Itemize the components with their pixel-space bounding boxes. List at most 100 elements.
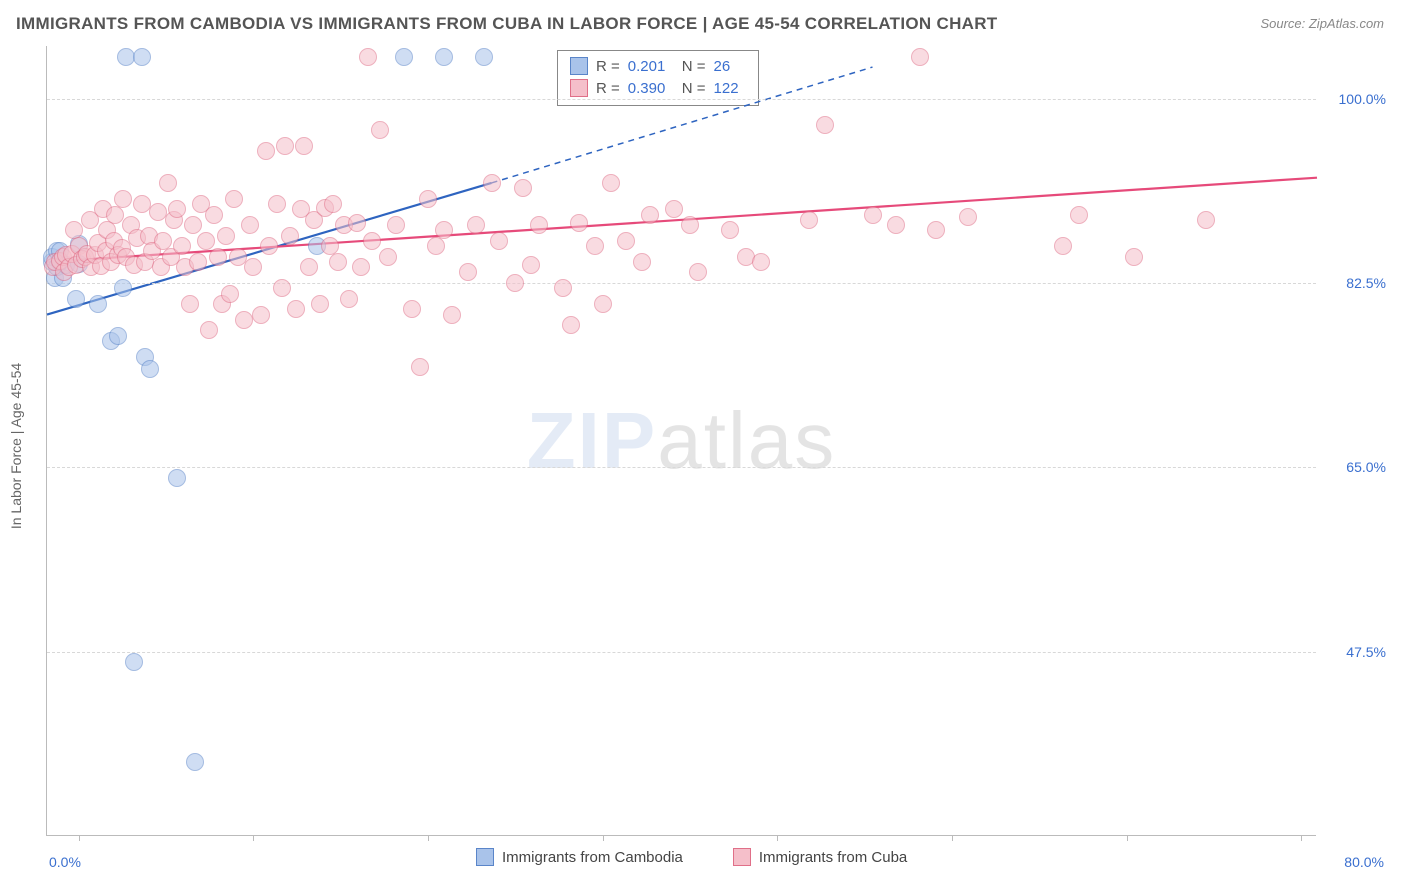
data-point-cuba — [300, 258, 318, 276]
data-point-cuba — [205, 206, 223, 224]
gridline — [47, 467, 1316, 468]
data-point-cuba — [483, 174, 501, 192]
xtick — [428, 835, 429, 841]
data-point-cuba — [229, 248, 247, 266]
legend-swatch-cuba — [733, 848, 751, 866]
data-point-cuba — [752, 253, 770, 271]
xtick — [952, 835, 953, 841]
data-point-cuba — [329, 253, 347, 271]
data-point-cuba — [617, 232, 635, 250]
data-point-cuba — [197, 232, 215, 250]
data-point-cuba — [257, 142, 275, 160]
data-point-cuba — [570, 214, 588, 232]
data-point-cuba — [554, 279, 572, 297]
data-point-cuba — [114, 190, 132, 208]
data-point-cuba — [911, 48, 929, 66]
data-point-cuba — [530, 216, 548, 234]
legend-swatch-cambodia — [570, 57, 588, 75]
data-point-cuba — [419, 190, 437, 208]
data-point-cuba — [200, 321, 218, 339]
data-point-cuba — [260, 237, 278, 255]
data-point-cambodia — [109, 327, 127, 345]
ytick-label: 82.5% — [1326, 275, 1386, 291]
data-point-cuba — [311, 295, 329, 313]
chart-title: IMMIGRANTS FROM CAMBODIA VS IMMIGRANTS F… — [16, 14, 998, 34]
data-point-cuba — [252, 306, 270, 324]
data-point-cuba — [221, 285, 239, 303]
xtick — [603, 835, 604, 841]
data-point-cuba — [1125, 248, 1143, 266]
data-point-cuba — [348, 214, 366, 232]
data-point-cuba — [209, 248, 227, 266]
legend-item-cambodia: Immigrants from Cambodia — [476, 848, 683, 866]
data-point-cuba — [387, 216, 405, 234]
data-point-cuba — [594, 295, 612, 313]
data-point-cuba — [244, 258, 262, 276]
watermark: ZIPatlas — [527, 395, 836, 487]
data-point-cuba — [443, 306, 461, 324]
xtick — [777, 835, 778, 841]
data-point-cuba — [273, 279, 291, 297]
plot-area: ZIPatlas R =0.201N =26R =0.390N =122 47.… — [46, 46, 1316, 836]
xtick — [1127, 835, 1128, 841]
data-point-cuba — [562, 316, 580, 334]
data-point-cuba — [490, 232, 508, 250]
data-point-cuba — [241, 216, 259, 234]
y-axis-label: In Labor Force | Age 45-54 — [8, 363, 24, 529]
data-point-cuba — [295, 137, 313, 155]
data-point-cambodia — [168, 469, 186, 487]
xtick-label-right: 80.0% — [1344, 854, 1384, 870]
data-point-cuba — [268, 195, 286, 213]
data-point-cuba — [189, 253, 207, 271]
data-point-cambodia — [125, 653, 143, 671]
data-point-cuba — [522, 256, 540, 274]
watermark-zip: ZIP — [527, 396, 657, 485]
data-point-cuba — [340, 290, 358, 308]
data-point-cuba — [467, 216, 485, 234]
legend-stats-row-cambodia: R = 0.201 N = 26 — [570, 55, 746, 77]
data-point-cuba — [633, 253, 651, 271]
data-point-cuba — [816, 116, 834, 134]
data-point-cuba — [225, 190, 243, 208]
data-point-cuba — [106, 206, 124, 224]
xtick — [253, 835, 254, 841]
data-point-cuba — [276, 137, 294, 155]
legend-swatch-cuba — [570, 79, 588, 97]
data-point-cuba — [159, 174, 177, 192]
data-point-cuba — [887, 216, 905, 234]
data-point-cambodia — [133, 48, 151, 66]
r-label: R = — [596, 80, 620, 97]
xtick-label-left: 0.0% — [49, 854, 81, 870]
data-point-cuba — [800, 211, 818, 229]
n-label: N = — [682, 58, 706, 75]
r-label: R = — [596, 58, 620, 75]
data-point-cambodia — [186, 753, 204, 771]
data-point-cuba — [411, 358, 429, 376]
legend-bottom: Immigrants from CambodiaImmigrants from … — [476, 848, 907, 866]
watermark-atlas: atlas — [657, 396, 836, 485]
data-point-cuba — [459, 263, 477, 281]
data-point-cuba — [681, 216, 699, 234]
data-point-cuba — [379, 248, 397, 266]
data-point-cuba — [427, 237, 445, 255]
ytick-label: 65.0% — [1326, 459, 1386, 475]
gridline — [47, 99, 1316, 100]
data-point-cuba — [514, 179, 532, 197]
data-point-cuba — [1070, 206, 1088, 224]
n-value: 26 — [714, 58, 746, 75]
xtick — [79, 835, 80, 841]
data-point-cuba — [168, 200, 186, 218]
data-point-cuba — [864, 206, 882, 224]
data-point-cuba — [1054, 237, 1072, 255]
legend-stats: R =0.201N =26R =0.390N =122 — [557, 50, 759, 106]
r-value: 0.390 — [628, 80, 674, 97]
ytick-label: 47.5% — [1326, 644, 1386, 660]
data-point-cuba — [403, 300, 421, 318]
data-point-cuba — [235, 311, 253, 329]
chart-container: In Labor Force | Age 45-54 ZIPatlas R =0… — [46, 46, 1390, 846]
r-value: 0.201 — [628, 58, 674, 75]
data-point-cuba — [352, 258, 370, 276]
data-point-cambodia — [114, 279, 132, 297]
data-point-cuba — [287, 300, 305, 318]
data-point-cuba — [359, 48, 377, 66]
